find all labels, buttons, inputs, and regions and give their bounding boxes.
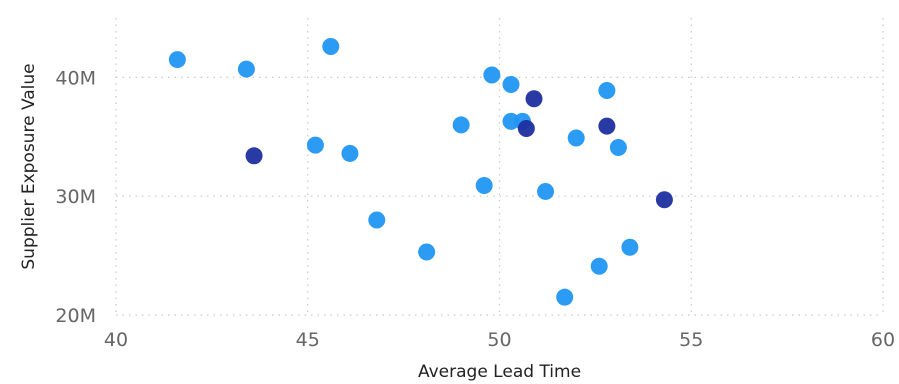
scatter-point[interactable] [475,177,493,195]
scatter-point[interactable] [502,76,520,94]
scatter-point[interactable] [537,182,555,200]
scatter-point[interactable] [609,138,627,156]
y-axis-title: Supplier Exposure Value [19,63,39,269]
scatter-point[interactable] [517,119,535,137]
data-points [168,38,673,306]
y-tick-label: 20M [55,305,96,327]
scatter-point[interactable] [418,243,436,261]
scatter-point[interactable] [368,211,386,229]
x-axis-title: Average Lead Time [418,362,581,382]
tick-labels: 40 45 50 55 60 20M 30M 40M [55,67,895,351]
scatter-point[interactable] [168,51,186,69]
x-tick-label: 55 [679,329,703,351]
scatter-point[interactable] [556,288,574,306]
scatter-point[interactable] [598,81,616,99]
scatter-point[interactable] [567,129,585,147]
y-tick-label: 30M [55,186,96,208]
scatter-point[interactable] [322,38,340,56]
scatter-point[interactable] [341,144,359,162]
scatter-point[interactable] [525,90,543,108]
x-tick-label: 60 [871,329,895,351]
gridlines [115,18,884,316]
scatter-point[interactable] [590,257,608,275]
scatter-point[interactable] [245,147,263,165]
scatter-point[interactable] [452,116,470,134]
scatter-point[interactable] [621,238,639,256]
scatter-point[interactable] [598,117,616,135]
x-tick-label: 50 [487,329,511,351]
x-tick-label: 40 [104,329,128,351]
x-tick-label: 45 [296,329,320,351]
scatter-point[interactable] [306,136,324,154]
scatter-point[interactable] [483,66,501,84]
y-tick-label: 40M [55,67,96,89]
scatter-point[interactable] [237,60,255,78]
scatter-point[interactable] [655,191,673,209]
